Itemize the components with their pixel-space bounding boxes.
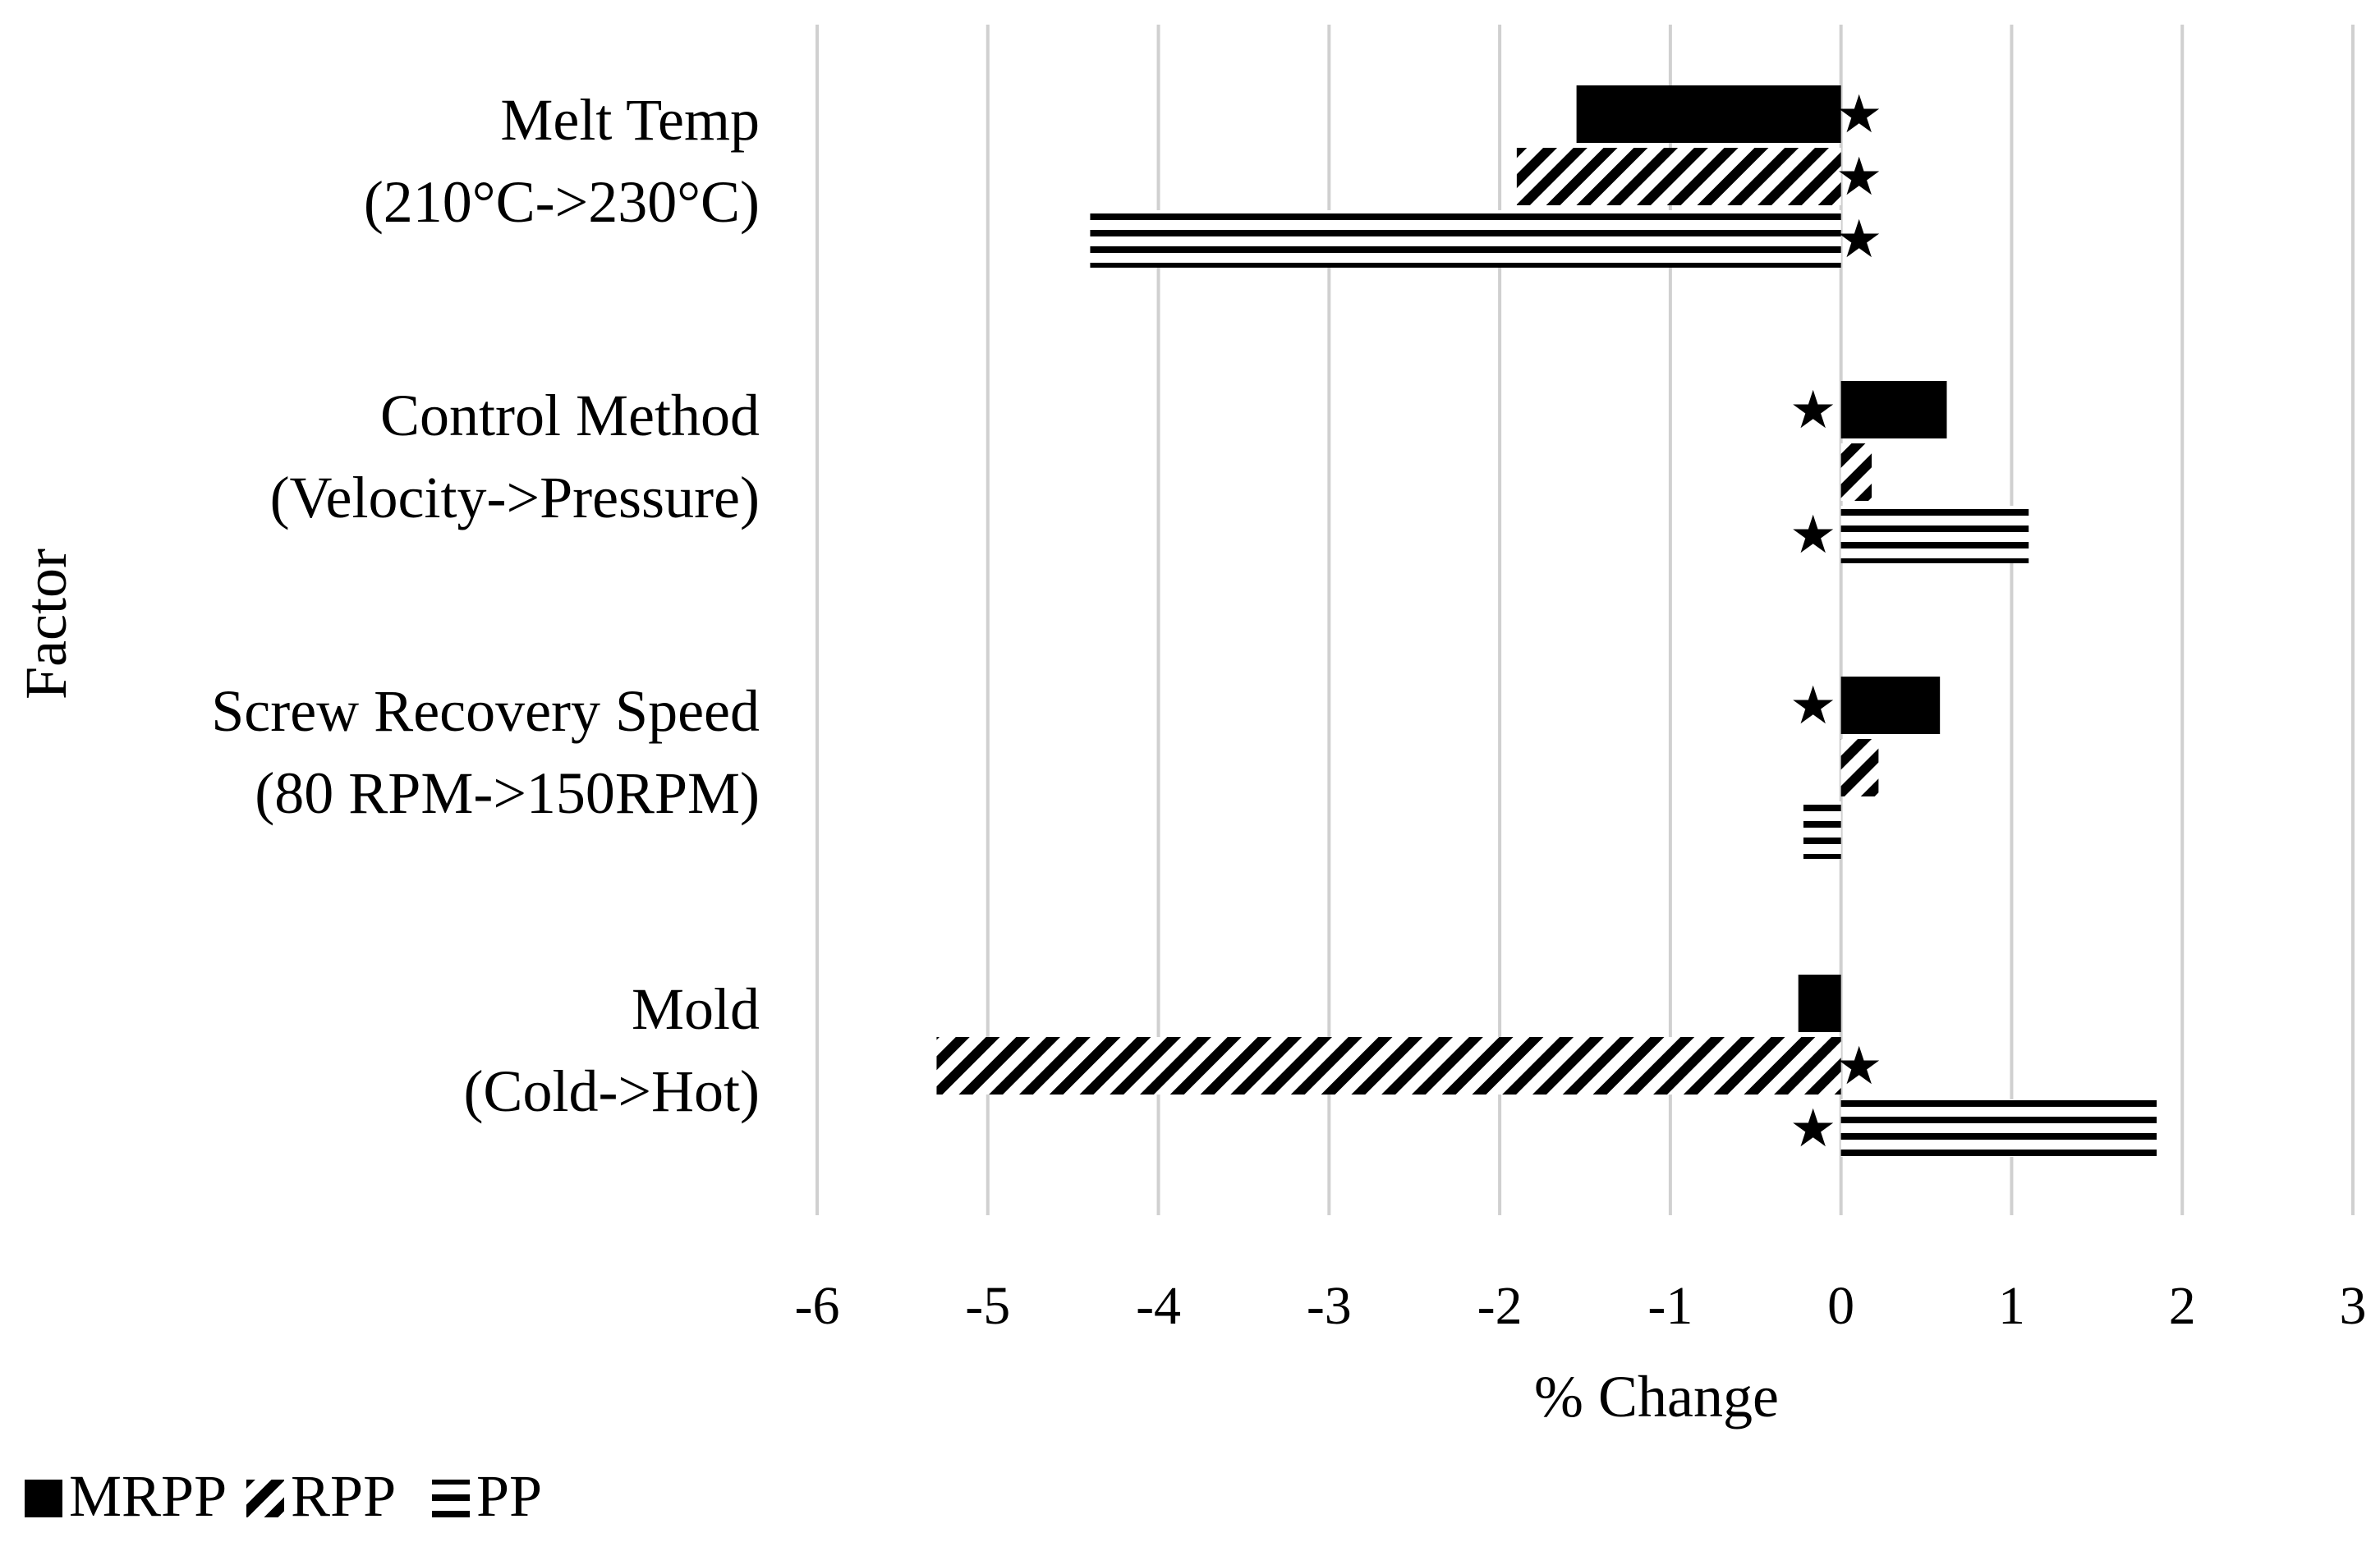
category-label: Mold	[632, 976, 760, 1042]
x-tick-label: -5	[965, 1276, 1010, 1336]
bar-pp	[1840, 506, 2029, 563]
bar-rpp	[1840, 443, 1872, 501]
category-label: (Cold->Hot)	[463, 1058, 760, 1124]
bars	[936, 85, 2157, 1157]
labels: -6 -5 -4 -3 -2 -1 0 1 2 3 Melt Temp (210°C->230°C) ★…	[211, 85, 2366, 1336]
legend-swatch-rpp	[246, 1480, 284, 1517]
category-label: (80 RPM->150RPM)	[255, 760, 760, 826]
bar-rpp	[1516, 148, 1841, 205]
bar-rpp	[936, 1037, 1841, 1095]
x-tick-label: 1	[1998, 1276, 2025, 1336]
legend-label: RPP	[291, 1463, 396, 1529]
bar-mrpp	[1576, 85, 1841, 143]
x-tick-label: -3	[1307, 1276, 1352, 1336]
category-label: Control Method	[380, 383, 760, 448]
significance-star-icon: ★	[1836, 210, 1882, 268]
x-tick-label: -1	[1647, 1276, 1693, 1336]
x-axis-title: % Change	[1534, 1364, 1779, 1430]
x-tick-label: -2	[1477, 1276, 1523, 1336]
legend-label: MRPP	[69, 1463, 227, 1529]
legend: MRPP RPP PP	[25, 1463, 542, 1529]
category-label: (210°C->230°C)	[364, 169, 760, 235]
significance-star-icon: ★	[1836, 85, 1882, 144]
bar-mrpp	[1840, 677, 1941, 734]
bar-mrpp	[1840, 381, 1947, 438]
x-tick-label: -4	[1136, 1276, 1181, 1336]
legend-swatch-mrpp	[25, 1480, 62, 1517]
category-label: (Velocity->Pressure)	[270, 465, 760, 530]
bar-rpp	[1840, 739, 1879, 796]
legend-swatch-pp	[432, 1480, 470, 1517]
significance-star-icon: ★	[1790, 381, 1836, 439]
significance-star-icon: ★	[1790, 677, 1836, 735]
x-tick-label: 3	[2340, 1276, 2367, 1336]
bar-pp	[1803, 801, 1841, 859]
x-tick-label: 2	[2169, 1276, 2196, 1336]
y-axis-title: Factor	[13, 548, 79, 700]
significance-star-icon: ★	[1836, 148, 1882, 206]
category-label: Screw Recovery Speed	[211, 678, 760, 744]
bar-mrpp	[1798, 975, 1841, 1032]
significance-star-icon: ★	[1790, 1099, 1836, 1158]
significance-star-icon: ★	[1790, 506, 1836, 564]
bar-pp	[1840, 1099, 2157, 1157]
x-tick-label: 0	[1827, 1276, 1854, 1336]
bar-pp	[1090, 210, 1841, 268]
legend-label: PP	[476, 1463, 542, 1529]
x-tick-label: -6	[795, 1276, 840, 1336]
category-label: Melt Temp	[500, 87, 760, 153]
significance-star-icon: ★	[1836, 1037, 1882, 1095]
